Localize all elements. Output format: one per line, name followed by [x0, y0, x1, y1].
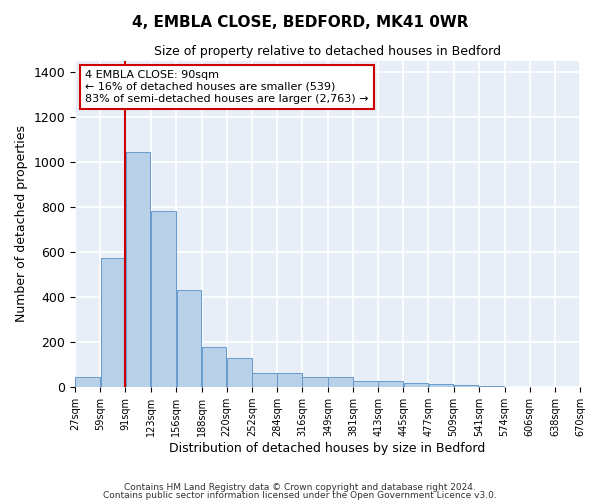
Bar: [151, 211, 176, 387]
Bar: [379, 381, 403, 387]
Bar: [302, 376, 328, 387]
Text: Contains public sector information licensed under the Open Government Licence v3: Contains public sector information licen…: [103, 490, 497, 500]
Text: Contains HM Land Registry data © Crown copyright and database right 2024.: Contains HM Land Registry data © Crown c…: [124, 483, 476, 492]
Text: 4 EMBLA CLOSE: 90sqm
← 16% of detached houses are smaller (539)
83% of semi-deta: 4 EMBLA CLOSE: 90sqm ← 16% of detached h…: [85, 70, 369, 104]
Bar: [101, 258, 125, 387]
Bar: [277, 374, 302, 387]
Bar: [328, 376, 353, 387]
X-axis label: Distribution of detached houses by size in Bedford: Distribution of detached houses by size …: [169, 442, 486, 455]
Bar: [202, 347, 226, 387]
Title: Size of property relative to detached houses in Bedford: Size of property relative to detached ho…: [154, 45, 501, 58]
Y-axis label: Number of detached properties: Number of detached properties: [15, 126, 28, 322]
Bar: [353, 381, 378, 387]
Bar: [479, 386, 505, 387]
Bar: [429, 384, 454, 387]
Bar: [76, 376, 100, 387]
Bar: [125, 152, 150, 387]
Bar: [454, 385, 478, 387]
Bar: [404, 382, 428, 387]
Bar: [505, 386, 529, 387]
Bar: [176, 290, 202, 387]
Bar: [252, 373, 277, 387]
Text: 4, EMBLA CLOSE, BEDFORD, MK41 0WR: 4, EMBLA CLOSE, BEDFORD, MK41 0WR: [132, 15, 468, 30]
Bar: [227, 358, 251, 387]
